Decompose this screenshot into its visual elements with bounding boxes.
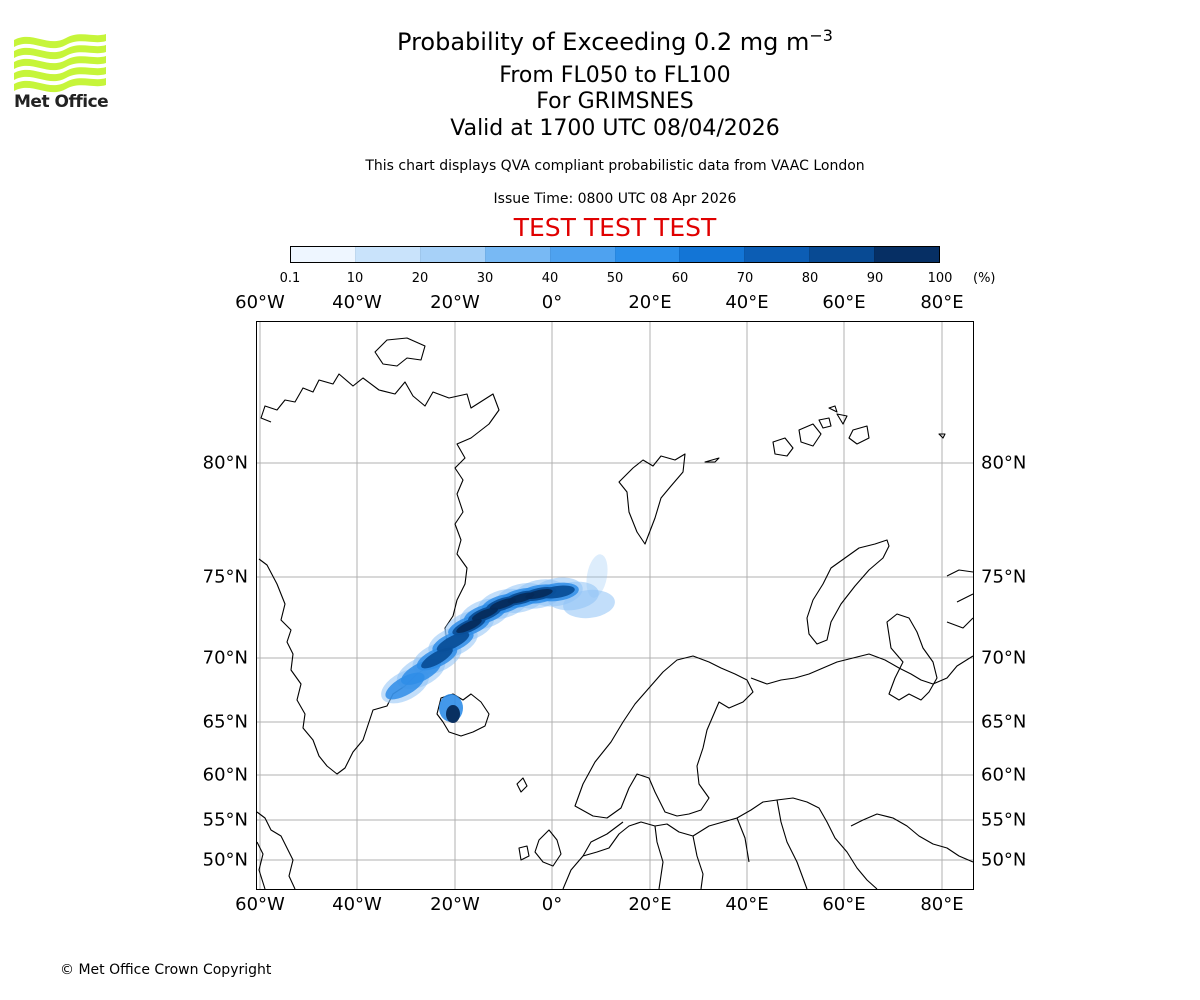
latitude-label-left: 65°N (202, 711, 248, 733)
british-isles-coastline (534, 829, 562, 867)
latitude-label-right: 80°N (981, 452, 1027, 474)
longitude-label-top: 40°E (725, 292, 769, 313)
latitude-label-left: 50°N (202, 849, 248, 871)
volcano-name: For GRIMSNES (536, 89, 694, 114)
plume-cell (539, 585, 575, 599)
map-panel (256, 321, 974, 890)
greenland-coastline (258, 373, 500, 775)
longitude-label-top: 60°W (235, 292, 285, 313)
logo-wave (14, 67, 106, 82)
latitude-label-left: 60°N (202, 764, 248, 786)
colorbar-tick: 30 (476, 271, 494, 286)
colorbar-tick: 40 (541, 271, 559, 286)
colorbar-segment (291, 247, 355, 262)
plume-cell (436, 632, 470, 652)
longitude-label-top: 20°W (430, 292, 480, 313)
colorbar-tick: 20 (411, 271, 429, 286)
latitude-label-right: 70°N (981, 647, 1027, 669)
logo-wave (14, 78, 106, 93)
colorbar-segment (419, 247, 485, 262)
coastlines (257, 337, 973, 889)
colorbar-tick: 60 (671, 271, 689, 286)
plume-cell (456, 619, 482, 633)
issue-time: Issue Time: 0800 UTC 08 Apr 2026 (493, 191, 737, 207)
latitude-label-left: 75°N (202, 566, 248, 588)
colorbar-segment (679, 247, 745, 262)
colorbar-segment (614, 247, 680, 262)
plume-cell (563, 589, 615, 619)
longitude-label-top: 0° (541, 292, 563, 313)
franz-josef-land-coastline (772, 405, 946, 457)
longitude-label-top: 20°E (628, 292, 672, 313)
longitude-label-top: 60°E (822, 292, 866, 313)
colorbar-tick: 70 (736, 271, 754, 286)
longitude-label-bottom: 40°E (725, 894, 769, 915)
latitude-label-right: 65°N (981, 711, 1027, 733)
chart-title: Probability of Exceeding 0.2 mg m−3 (397, 26, 833, 56)
logo-wave (14, 56, 106, 71)
longitude-label-bottom: 40°W (332, 894, 382, 915)
plume-cell (421, 647, 453, 669)
colorbar-tick: 50 (606, 271, 624, 286)
ash-probability-plume (381, 554, 615, 723)
novaya-zemlya-coastline (806, 539, 890, 645)
latitude-label-right: 55°N (981, 809, 1027, 831)
colorbar-segment (484, 247, 550, 262)
copyright-notice: © Met Office Crown Copyright (60, 962, 272, 978)
latitude-label-right: 60°N (981, 764, 1027, 786)
valid-time: Valid at 1700 UTC 08/04/2026 (450, 116, 780, 141)
colorbar-tick: 100 (927, 271, 953, 286)
map-canvas (257, 322, 973, 889)
colorbar-tick: 80 (801, 271, 819, 286)
scandinavia-coastline (574, 655, 754, 819)
latitude-label-right: 50°N (981, 849, 1027, 871)
longitude-label-top: 40°W (332, 292, 382, 313)
colorbar-tick: 10 (346, 271, 364, 286)
north-america-coastline (257, 811, 296, 889)
colorbar-segment (809, 247, 875, 262)
longitude-label-bottom: 60°W (235, 894, 285, 915)
test-banner: TEST TEST TEST (513, 213, 717, 242)
russia-arctic-coastline (750, 653, 973, 685)
logo-wave (14, 34, 106, 49)
plume-cell (525, 588, 553, 600)
latitude-label-left: 80°N (202, 452, 248, 474)
latitude-label-right: 75°N (981, 566, 1027, 588)
plume-cell (586, 554, 608, 598)
svalbard-coastline (618, 453, 686, 545)
longitude-label-bottom: 20°E (628, 894, 672, 915)
colorbar-segment (354, 247, 420, 262)
longitude-label-top: 80°E (920, 292, 964, 313)
met-office-logo-text: Met Office (14, 92, 109, 112)
europe-coastline (562, 797, 878, 889)
longitude-label-bottom: 20°W (430, 894, 480, 915)
colorbar-segment (549, 247, 615, 262)
colorbar-tick: 0.1 (279, 271, 301, 286)
colorbar-unit: (%) (973, 271, 996, 286)
logo-wave (14, 45, 106, 60)
latitude-label-left: 55°N (202, 809, 248, 831)
colorbar-tick: 90 (866, 271, 884, 286)
flight-level-range: From FL050 to FL100 (499, 63, 731, 88)
colorbar-segment (744, 247, 810, 262)
probability-colorbar (290, 246, 940, 263)
latitude-label-left: 70°N (202, 647, 248, 669)
met-office-logo-icon (14, 34, 106, 93)
plume-cell (471, 607, 499, 621)
plume-cell (446, 705, 460, 723)
longitude-label-bottom: 0° (541, 894, 563, 915)
iceland-coastline (436, 693, 490, 737)
source-note: This chart displays QVA compliant probab… (365, 158, 865, 174)
longitude-label-bottom: 80°E (920, 894, 964, 915)
longitude-label-bottom: 60°E (822, 894, 866, 915)
colorbar-segment (874, 247, 940, 262)
